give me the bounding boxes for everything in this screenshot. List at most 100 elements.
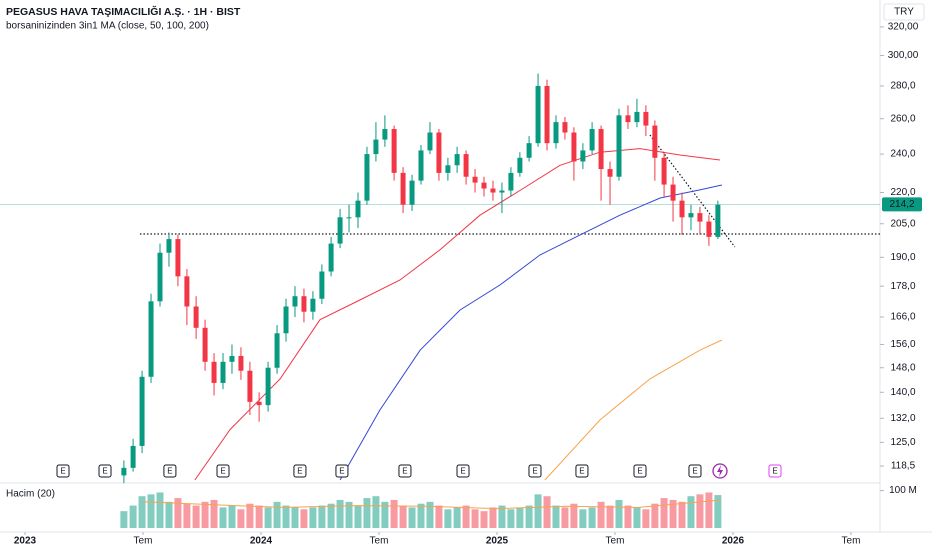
volume-bar: [309, 507, 317, 528]
x-tick-label: 2024: [250, 536, 273, 547]
candle-body: [400, 172, 406, 205]
volume-bar: [660, 498, 668, 528]
y-tick-label: 220,0: [890, 187, 915, 198]
flash-icon[interactable]: [712, 463, 728, 479]
volume-bar: [624, 505, 632, 528]
candle-body: [283, 306, 289, 334]
candle-body: [715, 204, 721, 237]
volume-bar: [318, 505, 326, 528]
candle-body: [670, 184, 676, 201]
volume-bar: [615, 499, 623, 528]
event-marker-label: E: [579, 467, 584, 476]
candle-body: [310, 298, 316, 312]
volume-bar: [183, 503, 191, 528]
event-marker-label: E: [460, 467, 465, 476]
candle-body: [580, 150, 586, 162]
x-tick-label: Tem: [842, 536, 861, 547]
candle-body: [184, 276, 190, 307]
y-tick-label: 320,00: [888, 22, 919, 33]
candle-body: [445, 165, 451, 173]
volume-bar: [399, 505, 407, 528]
event-marker: [98, 464, 112, 478]
last-price-label: 214,2: [889, 199, 914, 210]
volume-bar: [714, 495, 722, 528]
volume-bar: [219, 507, 227, 528]
candle-body: [274, 333, 280, 368]
volume-bar: [606, 505, 614, 528]
candle-body: [679, 200, 685, 218]
volume-bar: [129, 505, 137, 528]
volume-bar: [579, 509, 587, 528]
candle-body: [139, 376, 145, 446]
event-marker-label: E: [339, 467, 344, 476]
volume-bar: [444, 509, 452, 528]
y-tick-label: 148,0: [890, 362, 915, 373]
volume-bar: [696, 494, 704, 528]
volume-bar: [678, 501, 686, 528]
volume-bar: [471, 509, 479, 528]
chart-title: PEGASUS HAVA TAŞIMACILIĞI A.Ş. · 1H · BI…: [6, 5, 241, 18]
volume-bar: [597, 501, 605, 528]
volume-bar: [381, 501, 389, 528]
candle-body: [499, 190, 505, 193]
event-marker-label: E: [532, 467, 537, 476]
event-marker-label: E: [772, 467, 777, 476]
candle-body: [688, 213, 694, 218]
event-marker: [216, 464, 230, 478]
x-tick-label: Tem: [370, 536, 389, 547]
volume-bar: [291, 507, 299, 528]
y-tick-label: 280,0: [890, 81, 915, 92]
candle-body: [544, 85, 550, 144]
candle-body: [427, 132, 433, 151]
candle-body: [337, 217, 343, 244]
candle-body: [373, 139, 379, 155]
moving-average: [194, 148, 721, 481]
candle-body: [517, 157, 523, 173]
volume-bar: [435, 505, 443, 528]
volume-bar: [327, 503, 335, 528]
candle-body: [265, 367, 271, 406]
currency-box[interactable]: [883, 3, 925, 21]
event-marker: [456, 464, 470, 478]
volume-bar: [264, 507, 272, 528]
candle-body: [409, 180, 415, 205]
volume-bar: [552, 505, 560, 528]
currency[interactable]: TRY: [894, 7, 914, 18]
event-marker: [293, 464, 307, 478]
volume-bar: [417, 503, 425, 528]
y-tick-label: 156,0: [890, 339, 915, 350]
candle-body: [526, 143, 532, 158]
indicator-label: borsaninizinden 3in1 MA (close, 50, 100,…: [6, 21, 209, 32]
volume-bar: [120, 511, 128, 528]
volume-bar: [228, 505, 236, 528]
candle-body: [553, 122, 559, 144]
x-tick-label: Tem: [134, 536, 153, 547]
y-tick-label: 166,0: [890, 312, 915, 323]
y-tick-label: 132,0: [890, 413, 915, 424]
volume-bar: [156, 492, 164, 528]
volume-bar: [255, 505, 263, 528]
volume-label: Hacim (20): [6, 489, 55, 500]
volume-bar: [669, 499, 677, 528]
candle-body: [625, 115, 631, 123]
candle-body: [571, 132, 577, 162]
candle-body: [211, 361, 217, 383]
candle-body: [616, 115, 622, 177]
candle-body: [661, 157, 667, 185]
candle-body: [589, 129, 595, 151]
volume-bar: [489, 507, 497, 528]
event-marker: [335, 464, 349, 478]
volume-bar: [687, 496, 695, 528]
event-marker-label: E: [60, 467, 65, 476]
candle-body: [508, 172, 514, 191]
y-tick-label: 190,0: [890, 252, 915, 263]
x-tick-label: 2026: [722, 536, 745, 547]
volume-bar: [570, 503, 578, 528]
candle-body: [382, 129, 388, 140]
volume-bar: [462, 505, 470, 528]
volume-bar: [363, 498, 371, 528]
candle-body: [652, 125, 658, 158]
volume-bar: [282, 505, 290, 528]
last-price-box: [882, 197, 922, 212]
